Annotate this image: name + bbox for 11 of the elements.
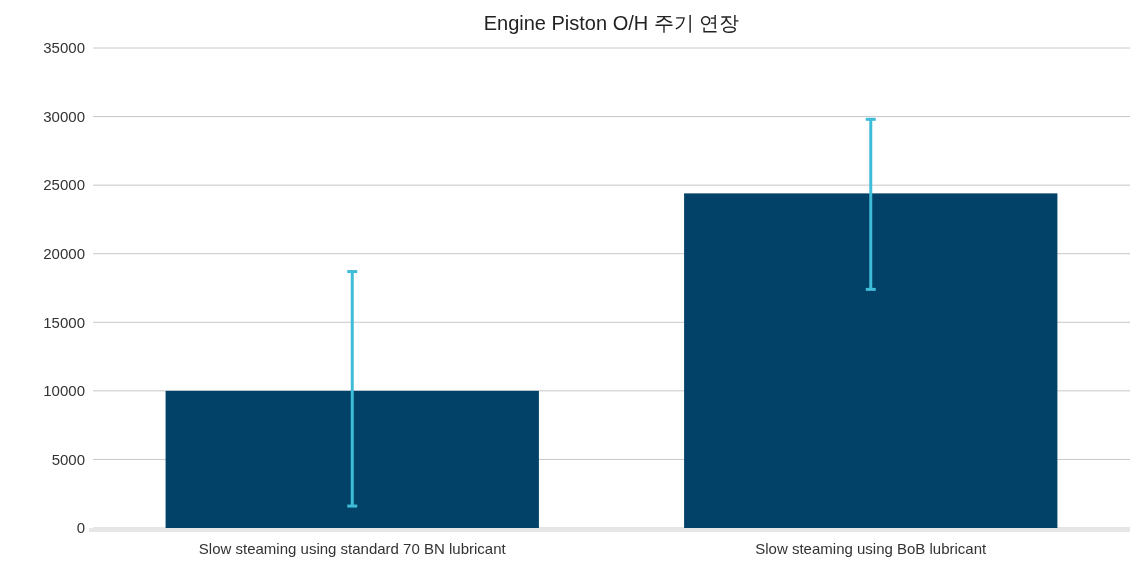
y-tick-label: 20000: [43, 244, 85, 262]
x-tick-label: Slow steaming using BoB lubricant: [755, 540, 988, 557]
y-tick-label: 35000: [43, 39, 85, 57]
chart-title: Engine Piston O/H 주기 연장: [483, 12, 740, 34]
y-tick-label: 10000: [43, 382, 85, 400]
x-tick-label: Slow steaming using standard 70 BN lubricant: [198, 540, 507, 557]
y-tick-label: 25000: [43, 176, 85, 194]
y-tick-label: 30000: [43, 107, 85, 125]
y-tick-label: 15000: [43, 313, 85, 331]
y-tick-label: 5000: [51, 450, 85, 468]
y-tick-label: 0: [76, 519, 85, 537]
